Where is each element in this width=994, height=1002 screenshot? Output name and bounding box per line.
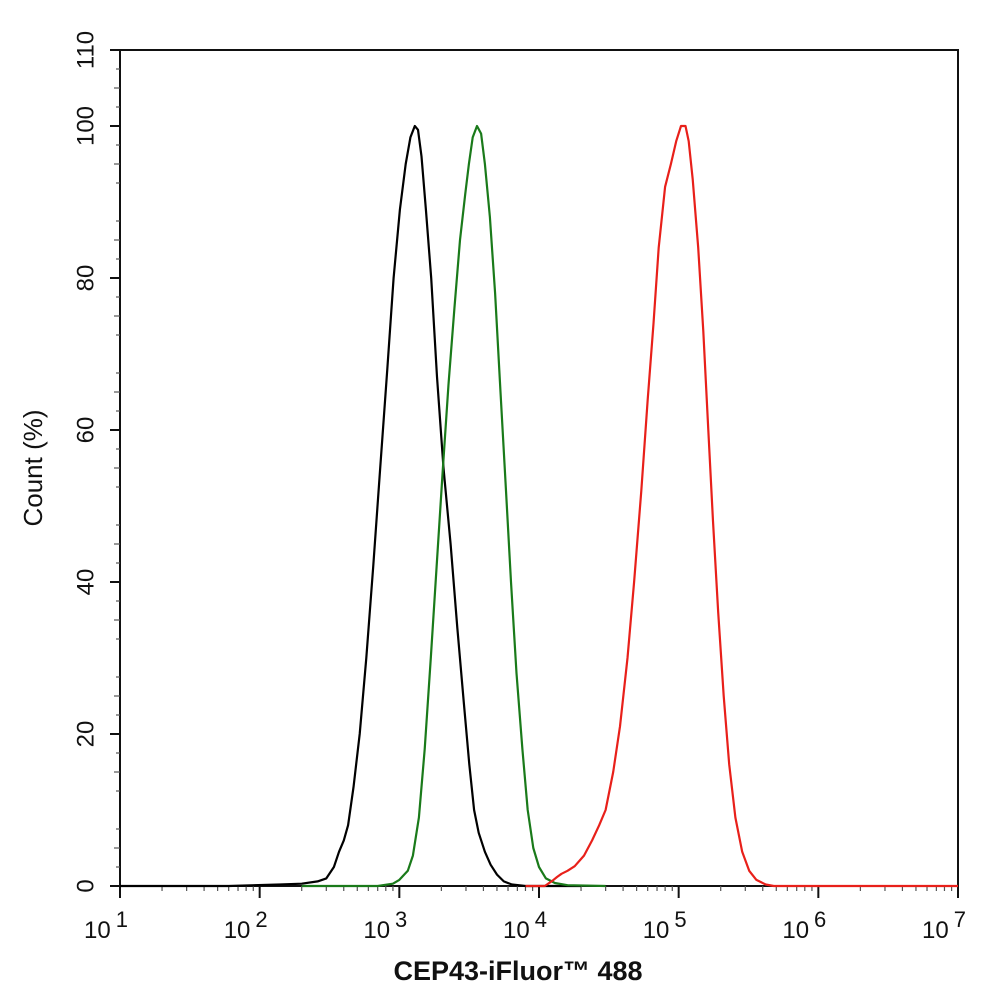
- y-tick-labels: 0 20 40 60 80 100 110: [73, 31, 100, 893]
- x-tick-label: 10 6: [782, 907, 826, 944]
- series-layer: [120, 124, 958, 888]
- plot-frame: [119, 49, 959, 887]
- series-line-1: [120, 124, 581, 888]
- x-tick-labels: 10 1 10 2 10 3 10 4 10 5 10 6 10 7: [84, 907, 966, 944]
- y-tick-label: 40: [73, 569, 100, 596]
- y-tick-label: 60: [73, 417, 100, 444]
- y-major-ticks: [110, 49, 120, 887]
- series-line-2: [301, 124, 606, 888]
- x-axis-title: CEP43-iFluor™ 488: [393, 956, 642, 986]
- y-tick-label: 20: [73, 721, 100, 748]
- y-axis-title: Count (%): [18, 409, 48, 526]
- x-tick-label: 10 2: [224, 907, 268, 944]
- x-tick-label: 10 5: [643, 907, 687, 944]
- series-line-3: [525, 124, 958, 888]
- x-tick-label: 10 3: [363, 907, 407, 944]
- y-tick-label: 80: [73, 265, 100, 292]
- x-tick-label: 10 7: [922, 907, 966, 944]
- y-tick-label: 100: [73, 106, 100, 146]
- y-tick-label: 0: [73, 879, 100, 892]
- y-minor-ticks: [114, 68, 120, 868]
- y-tick-label: 110: [73, 31, 100, 69]
- x-major-ticks: [119, 886, 959, 898]
- x-tick-label: 10 4: [503, 907, 547, 944]
- x-tick-label: 10 1: [84, 907, 128, 944]
